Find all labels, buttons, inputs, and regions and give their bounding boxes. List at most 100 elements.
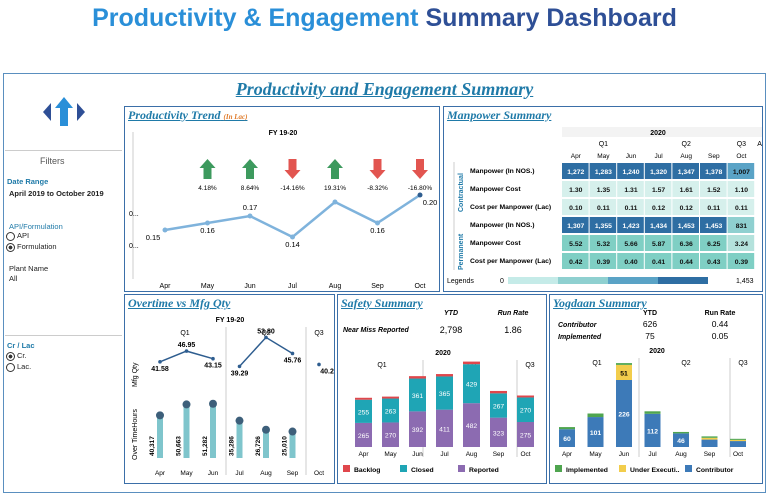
heat-cell-value: 0.12: [652, 205, 665, 212]
heat-cell-value: 5.52: [569, 241, 582, 248]
api-option-api[interactable]: API: [6, 231, 29, 241]
yogdaan-row-run-rate: 0.44: [712, 319, 729, 329]
arrow-up-icon: [242, 159, 258, 179]
legend-label: Contributor: [696, 467, 734, 474]
heat-cell-value: 1,320: [650, 169, 667, 176]
mfg-value-label: 45.76: [284, 357, 302, 364]
heat-cell: [589, 235, 617, 251]
month-tick-label: May: [201, 283, 215, 290]
month-tick-label: Apr: [160, 283, 172, 290]
heat-cell: [589, 217, 617, 233]
reported-value-label: 270: [385, 433, 397, 440]
heat-cell: [562, 235, 589, 251]
heat-cell-value: 1,347: [678, 169, 695, 176]
heat-cell-value: 1,283: [595, 169, 612, 176]
closed-value-label: 255: [358, 409, 370, 416]
ot-value-label: 51,282: [202, 436, 209, 456]
yogdaan-row-label: Implemented: [558, 334, 602, 341]
group-label-permanent: Permanent: [458, 233, 465, 270]
overtime-title: Overtime vs Mfg Qty: [128, 296, 231, 310]
closed-bar: [490, 393, 507, 418]
month-tick-label: May: [384, 451, 397, 458]
quarter-extra: A: [757, 141, 762, 148]
unit-option-lac[interactable]: Lac.: [6, 362, 31, 372]
heat-cell-value: 1,378: [705, 169, 722, 176]
heat-cell-value: 0.43: [707, 259, 720, 266]
heat-cell-value: 1,453: [678, 223, 695, 230]
heat-cell: [727, 199, 755, 215]
mfg-point: [264, 335, 268, 340]
backlog-bar: [490, 390, 507, 394]
month-tick-label: Oct: [733, 451, 743, 458]
month-tick-label: Sep: [493, 451, 505, 458]
ot-bar: [157, 415, 163, 458]
mfg-point: [237, 364, 242, 369]
heat-cell-value: 0.42: [569, 259, 582, 266]
radio-selected-icon[interactable]: [6, 242, 15, 252]
heat-cell-value: 0.44: [680, 259, 693, 266]
contributor-bar: [616, 380, 632, 447]
overtime-panel: Overtime vs Mfg Qty FY 19-20 Q1 Q2 Q3 Mfg Qt…: [124, 294, 335, 484]
arrow-up-icon: [327, 159, 343, 179]
heat-cell-value: 1.61: [680, 187, 693, 194]
radio-icon[interactable]: [6, 362, 15, 372]
contributor-value-label: 226: [618, 412, 630, 419]
api-option-formulation[interactable]: Formulation: [6, 242, 57, 252]
productivity-chart: FY 19-20 0... 0... 0.15 0.16 0.17 0.14 0.16 0.20…: [129, 130, 438, 290]
month-tick-label: Sep: [704, 451, 716, 458]
implemented-bar: [701, 436, 718, 438]
change-percent-label: 19.31%: [324, 185, 346, 192]
heat-cell: [617, 163, 644, 179]
mfg-value-label: 41.58: [151, 366, 169, 373]
productivity-title: Productivity Trend (In Lac): [128, 108, 248, 122]
heat-cell: [589, 181, 617, 197]
quarter-header: Q1: [180, 330, 189, 337]
quarter-header: Q3: [738, 360, 747, 367]
change-percent-label: 4.18%: [198, 185, 217, 192]
filter-divider: [5, 335, 122, 336]
legend-swatch: [608, 277, 658, 284]
safety-chart: YTD Run Rate Near Miss Reported 2,798 1.86 20…: [343, 310, 535, 474]
ot-value-label: 26,726: [255, 436, 262, 456]
heat-cell: [562, 163, 589, 179]
closed-bar: [517, 397, 534, 422]
legend-min: 0: [500, 278, 504, 285]
date-range-label: Date Range: [7, 177, 49, 186]
unit-option-cr[interactable]: Cr.: [6, 351, 27, 361]
legend-label: Reported: [469, 467, 499, 474]
filters-panel: [5, 150, 122, 270]
radio-icon[interactable]: [6, 231, 15, 241]
trend-point: [162, 227, 168, 233]
heat-cell: [700, 253, 727, 269]
heat-cell-value: 0.11: [707, 205, 720, 212]
trend-value-label: 0.15: [146, 233, 161, 242]
legend-label: Closed: [411, 467, 434, 474]
mfg-axis-label: Mfg Qty: [132, 362, 139, 387]
reported-value-label: 392: [412, 427, 424, 434]
heat-cell-value: 1.57: [652, 187, 665, 194]
date-range-value[interactable]: April 2019 to October 2019: [9, 189, 104, 198]
legend-swatch: [400, 465, 407, 472]
month-tick-label: Oct: [520, 451, 530, 458]
row-label: Manpower (In NOS.): [470, 168, 535, 175]
heat-cell: [672, 181, 699, 197]
plant-name-value[interactable]: All: [9, 274, 18, 283]
reported-bar: [382, 422, 399, 447]
trend-value-label: 0.20: [423, 198, 438, 207]
row-label: Cost per Manpower (Lac): [470, 258, 551, 265]
heat-cell: [727, 181, 755, 197]
implemented-bar: [644, 411, 661, 414]
heat-cell: [672, 199, 699, 215]
month-header: Jun: [626, 153, 637, 160]
heat-cell: [727, 253, 755, 269]
heat-cell-value: 1,355: [595, 223, 612, 230]
heat-cell-value: 5.66: [624, 241, 637, 248]
quarter-header: Q1: [377, 362, 386, 369]
reported-bar: [490, 417, 507, 447]
heat-cell: [589, 163, 617, 179]
radio-selected-icon[interactable]: [6, 351, 15, 361]
dashboard-frame: [3, 73, 766, 493]
contributor-bar: [587, 417, 604, 447]
legend-swatch: [558, 277, 608, 284]
month-header: Oct: [736, 153, 746, 160]
